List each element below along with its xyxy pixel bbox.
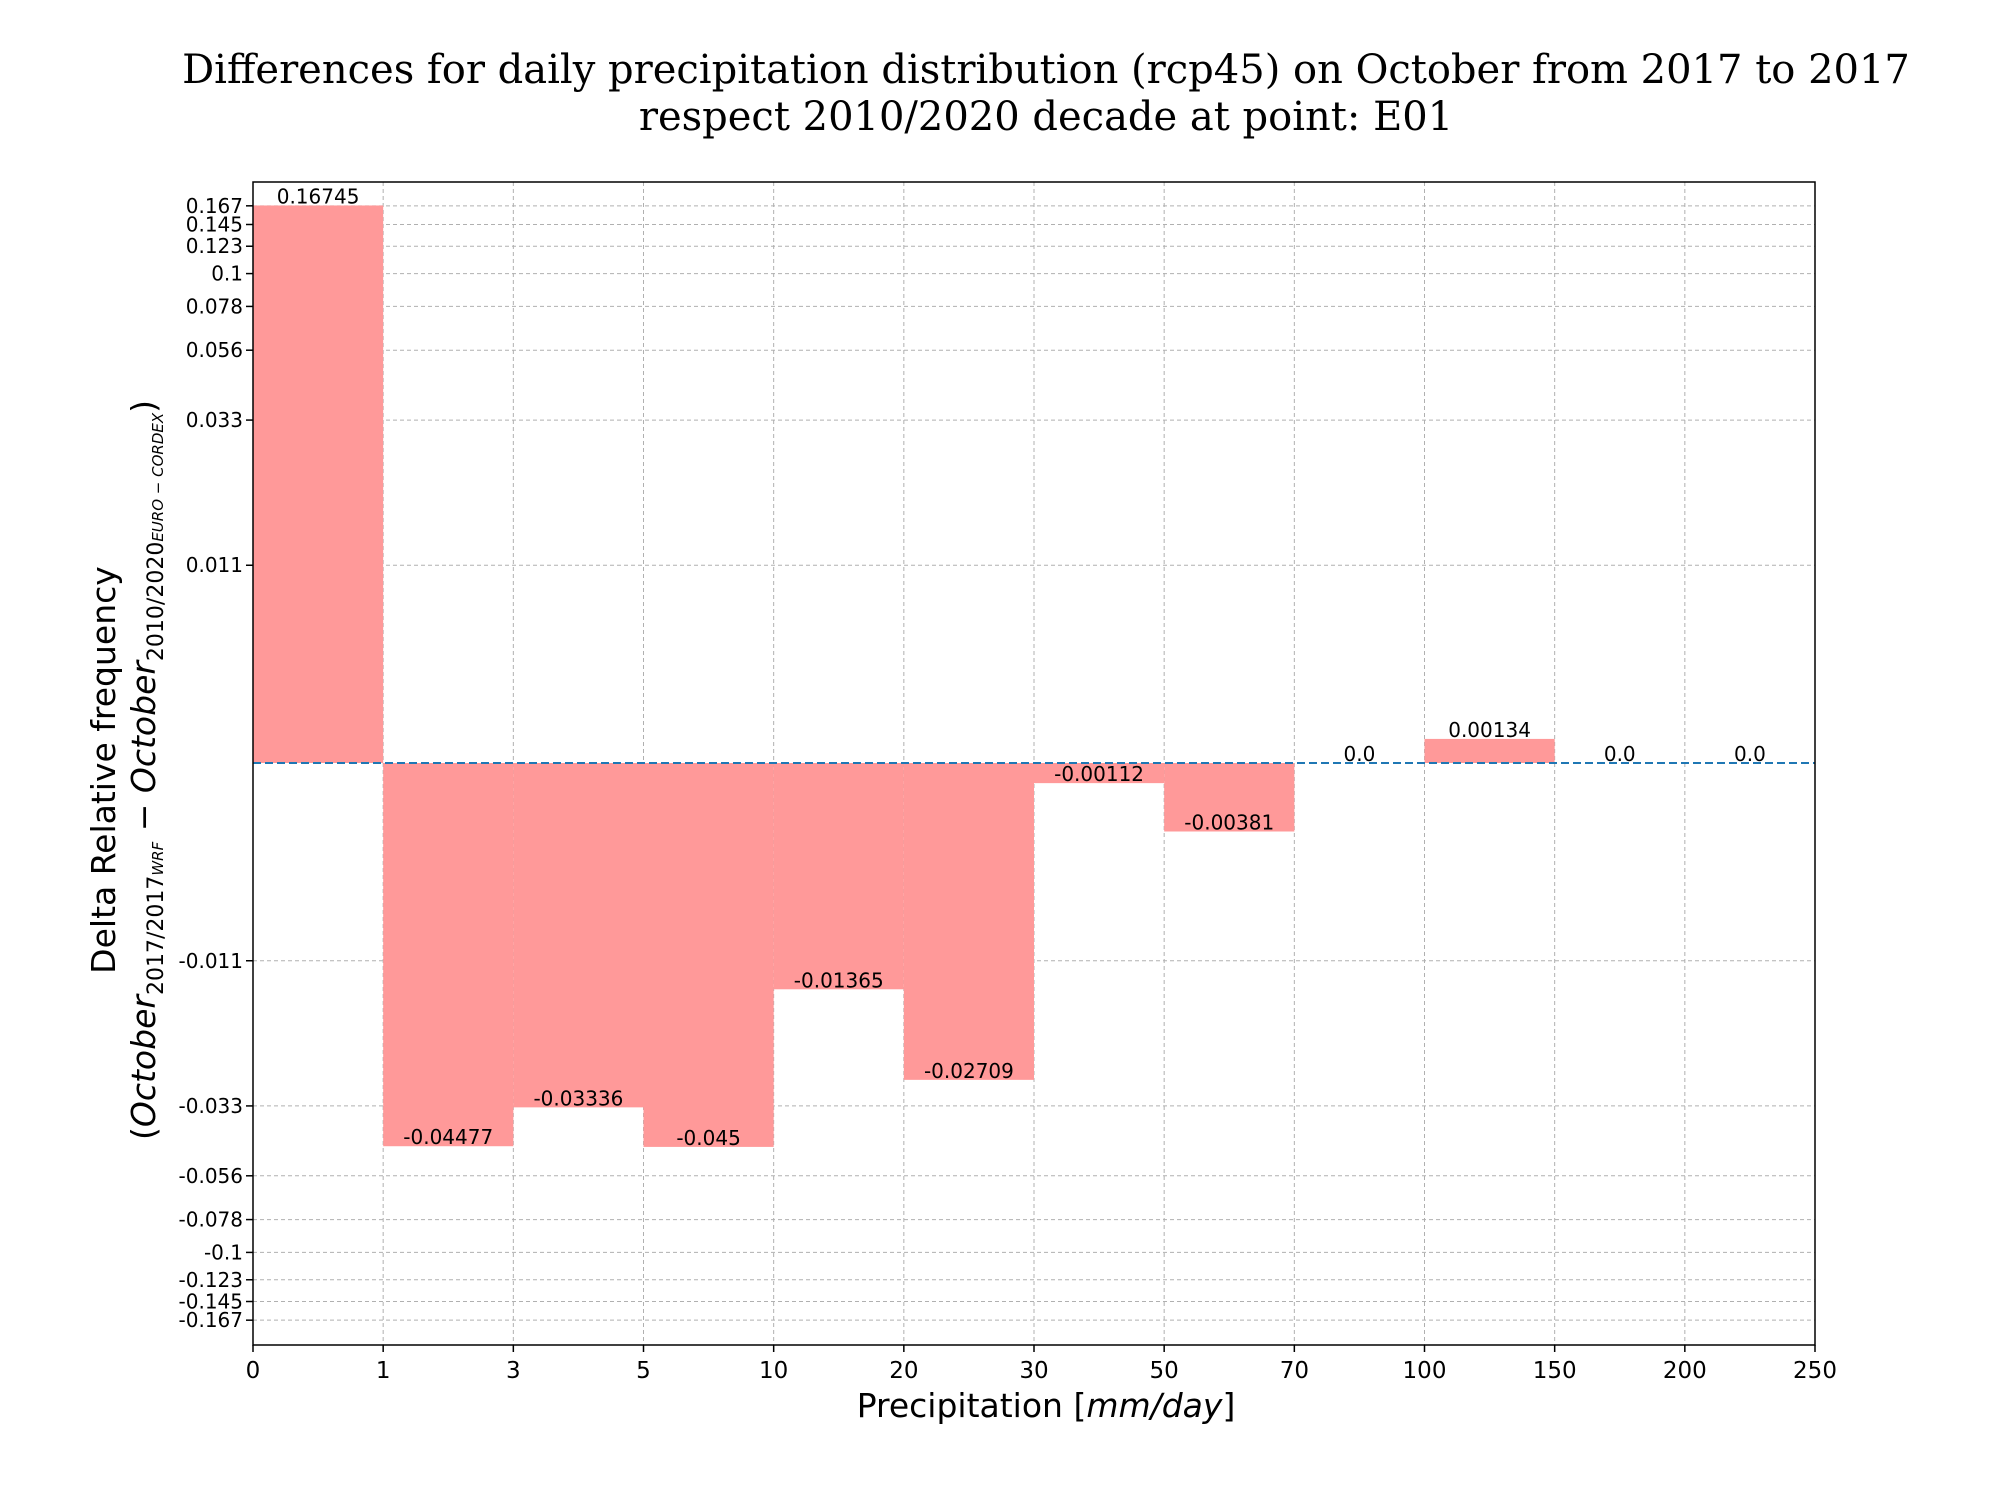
x-tick-label: 30 xyxy=(1019,1358,1048,1384)
y-label-minus: − xyxy=(124,793,163,842)
bar xyxy=(383,763,514,1147)
y-tick-label: -0.1 xyxy=(204,1240,243,1264)
y-tick-label: 0.123 xyxy=(186,234,243,258)
bar-value-label: -0.00112 xyxy=(1054,762,1144,786)
bar xyxy=(1164,763,1295,832)
bar-value-label: -0.00381 xyxy=(1184,810,1274,834)
x-tick-label: 50 xyxy=(1150,1358,1179,1384)
y-tick-label: 0.167 xyxy=(186,194,243,218)
bar-value-label: 0.00134 xyxy=(1448,718,1531,742)
bar-value-label: 0.0 xyxy=(1604,742,1636,766)
y-label-sub1b: WRF xyxy=(149,841,167,875)
x-axis-label-unit: mm/day xyxy=(1086,1386,1223,1425)
bar-value-label: -0.03336 xyxy=(533,1086,623,1110)
bar-value-label: -0.02709 xyxy=(924,1059,1014,1083)
x-tick-label: 10 xyxy=(759,1358,788,1384)
y-label-term1: October xyxy=(124,993,163,1127)
y-label-close: ) xyxy=(124,400,163,413)
x-axis-label-main: Precipitation [ xyxy=(857,1386,1087,1425)
x-tick-label: 150 xyxy=(1533,1358,1577,1384)
x-tick-label: 200 xyxy=(1663,1358,1707,1384)
y-tick-label: -0.011 xyxy=(179,949,243,973)
x-tick-label: 70 xyxy=(1280,1358,1309,1384)
y-tick-label: 0.011 xyxy=(186,553,243,577)
y-tick-label: 0.033 xyxy=(186,408,243,432)
y-tick-label: -0.167 xyxy=(179,1308,243,1332)
x-tick-label: 1 xyxy=(376,1358,391,1384)
y-tick-label: -0.033 xyxy=(179,1094,243,1118)
y-tick-label: -0.056 xyxy=(179,1164,243,1188)
y-tick-label: -0.145 xyxy=(179,1290,243,1314)
bar xyxy=(903,763,1034,1080)
y-tick-label: -0.078 xyxy=(179,1208,243,1232)
y-tick-label: 0.1 xyxy=(211,262,243,286)
bar-value-label: 0.16745 xyxy=(277,184,360,208)
y-tick-label: -0.123 xyxy=(179,1268,243,1292)
y-label-sub1: 2017/2017 xyxy=(144,876,169,995)
y-label-sub2: 2010/2020 xyxy=(144,542,169,661)
y-tick-label: 0.056 xyxy=(186,338,243,362)
bar-value-label: -0.045 xyxy=(676,1126,740,1150)
y-label-term2: October xyxy=(124,659,163,793)
bar xyxy=(513,763,644,1108)
x-tick-label: 250 xyxy=(1793,1358,1837,1384)
x-axis-label: Precipitation [mm/day] xyxy=(857,1386,1236,1425)
y-tick-label: 0.145 xyxy=(186,212,243,236)
y-axis-label-line1: Delta Relative frequency xyxy=(84,566,123,974)
x-tick-label: 5 xyxy=(636,1358,651,1384)
x-tick-label: 20 xyxy=(889,1358,918,1384)
y-label-open: ( xyxy=(124,1127,163,1140)
bars-layer xyxy=(253,205,1555,1147)
y-axis-label-line2: (October2017/2017WRF − October2010/2020E… xyxy=(124,400,169,1140)
x-axis-label-end: ] xyxy=(1222,1386,1235,1425)
x-tick-label: 100 xyxy=(1403,1358,1447,1384)
bar xyxy=(1424,738,1555,763)
bar xyxy=(773,763,904,990)
chart-title: Differences for daily precipitation dist… xyxy=(182,47,1910,93)
y-axis-label: Delta Relative frequency (October2017/20… xyxy=(84,400,169,1140)
bar xyxy=(643,763,774,1147)
bar-value-label: -0.04477 xyxy=(403,1125,493,1149)
bar-labels-layer: 0.16745 -0.04477 -0.03336 -0.045 -0.01365 -0.… xyxy=(277,184,1766,1149)
bar-value-label: 0.0 xyxy=(1344,742,1376,766)
x-tick-label: 0 xyxy=(246,1358,261,1384)
x-axis-ticks: 0 1 3 5 10 20 30 50 70 100 150 200 250 xyxy=(246,1345,1837,1384)
chart-subtitle: respect 2010/2020 decade at point: E01 xyxy=(639,94,1453,140)
bar-value-label: 0.0 xyxy=(1734,742,1766,766)
y-tick-label: 0.078 xyxy=(186,294,243,318)
x-tick-label: 3 xyxy=(506,1358,521,1384)
bar xyxy=(253,205,384,764)
bar xyxy=(1034,763,1165,784)
bar-value-label: -0.01365 xyxy=(794,968,884,992)
y-label-sub2b: EURO − CORDEX xyxy=(149,412,167,542)
